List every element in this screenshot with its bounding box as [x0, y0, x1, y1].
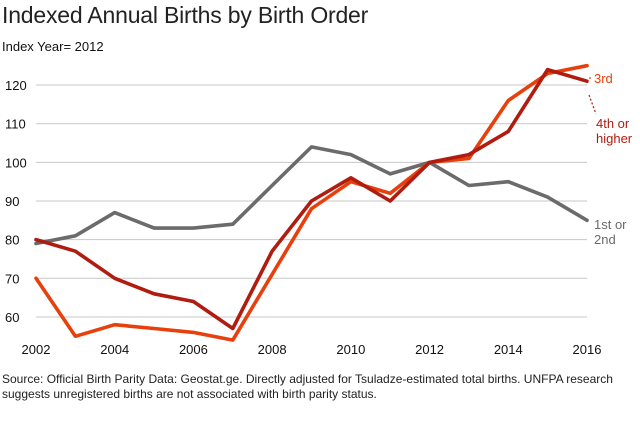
series-line-3 — [34, 67, 589, 331]
y-tick-label: 120 — [5, 78, 27, 93]
y-tick-label: 100 — [5, 155, 27, 170]
y-tick-label: 60 — [5, 310, 19, 325]
x-tick-label: 2012 — [415, 342, 444, 357]
y-tick-label: 90 — [5, 194, 19, 209]
x-tick-label: 2004 — [100, 342, 129, 357]
y-tick-label: 80 — [5, 233, 19, 248]
source-note: Source: Official Birth Parity Data: Geos… — [2, 372, 613, 401]
series-line-2 — [34, 63, 589, 342]
x-axis-ticks: 2002 2004 2006 2008 2010 2012 2014 2016 — [22, 342, 602, 357]
x-tick-label: 2014 — [494, 342, 523, 357]
y-tick-label: 110 — [5, 117, 26, 132]
series-label-3: 4th or higher — [596, 116, 633, 146]
series-lines — [34, 63, 589, 342]
series-labels: 1st or 2nd 3rd 4th or higher — [588, 71, 633, 247]
series-line-1 — [34, 145, 589, 246]
y-axis-ticks: 60 70 80 90 100 110 120 — [5, 78, 27, 325]
series-label-2: 3rd — [594, 71, 613, 86]
x-tick-label: 2010 — [336, 342, 365, 357]
gridlines — [36, 84, 587, 318]
x-tick-label: 2006 — [179, 342, 208, 357]
series-label-1: 1st or 2nd — [594, 217, 627, 247]
leader-4th-or-higher — [588, 94, 597, 115]
chart-subtitle: Index Year= 2012 — [2, 39, 104, 54]
y-tick-label: 70 — [5, 271, 19, 286]
x-tick-label: 2016 — [573, 342, 602, 357]
x-tick-label: 2002 — [22, 342, 51, 357]
x-tick-label: 2008 — [258, 342, 287, 357]
chart-title: Indexed Annual Births by Birth Order — [2, 2, 369, 28]
